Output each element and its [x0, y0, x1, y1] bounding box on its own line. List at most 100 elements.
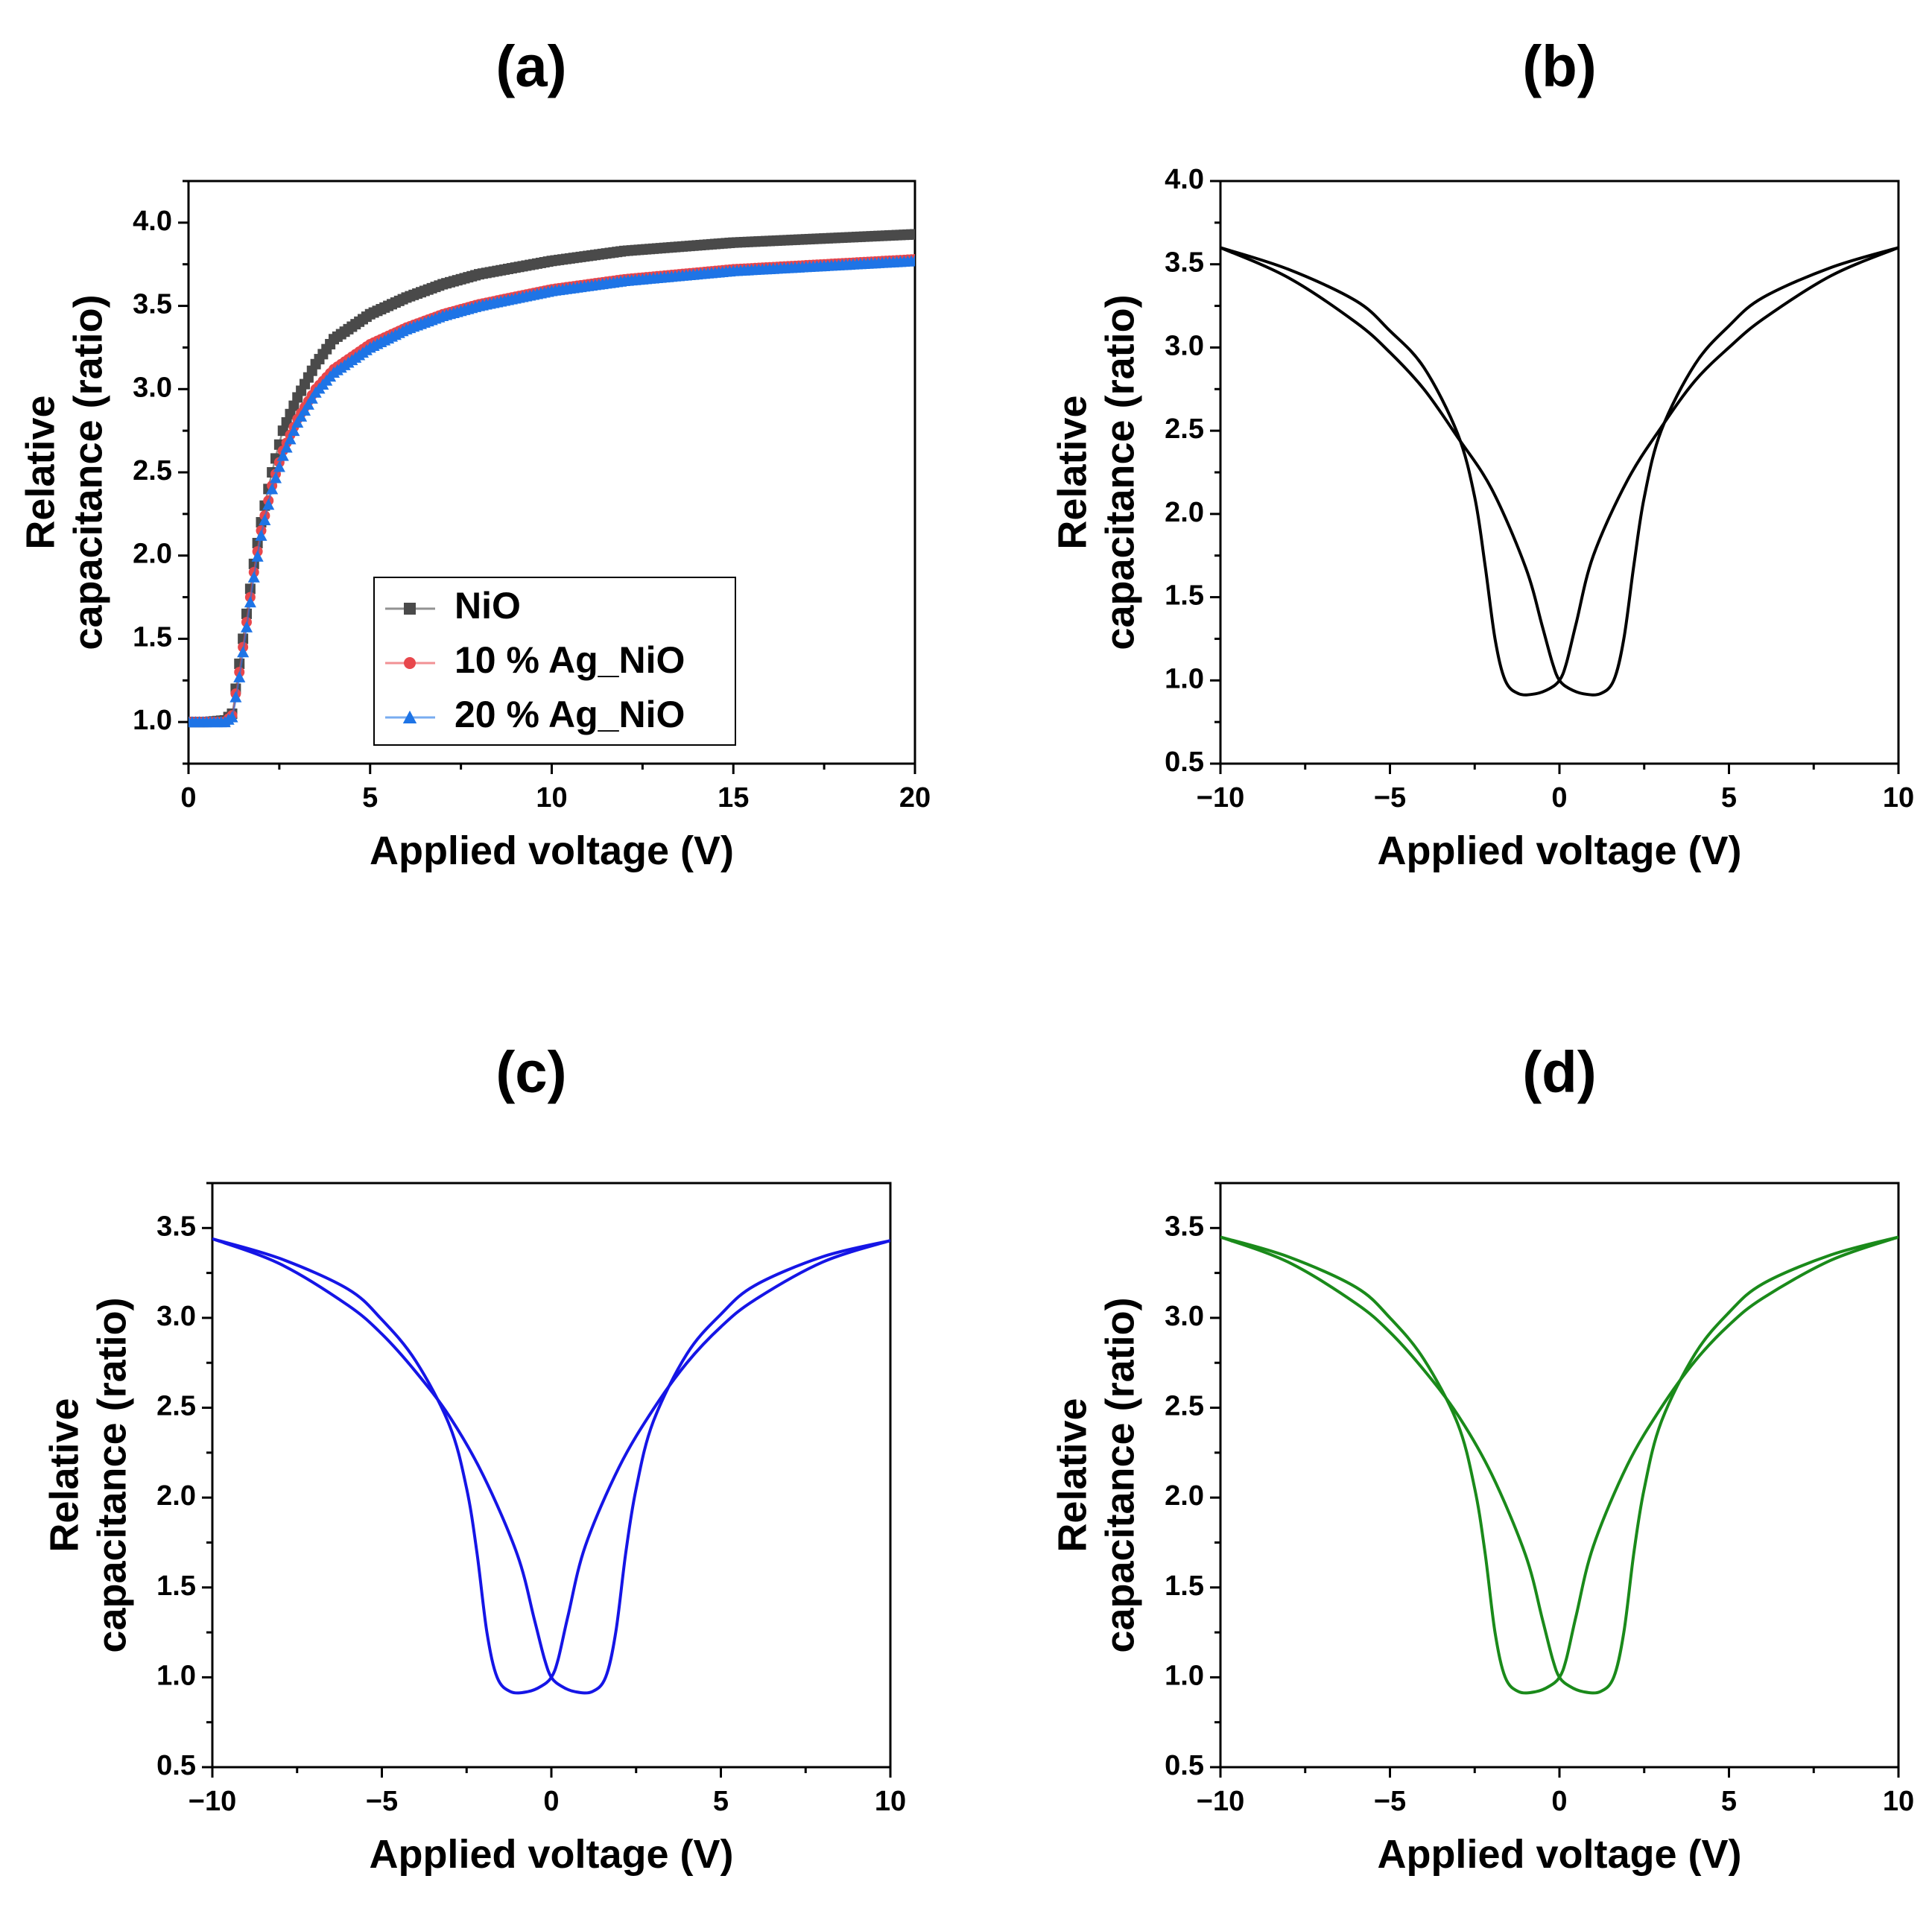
legend-marker [402, 710, 417, 723]
data-point [233, 671, 246, 682]
x-tick-label: 5 [362, 782, 378, 814]
y-tick-label: 0.5 [1165, 747, 1204, 778]
data-point [284, 433, 297, 445]
series-nio [189, 229, 915, 728]
panel-a: (a) 0 5 10 15 20 1.0 1.5 2.0 2.5 3.0 3.5 4.0 Applied … [18, 34, 931, 873]
plot-area [1220, 246, 1898, 697]
data-point [288, 425, 300, 437]
legend-marker [404, 657, 416, 669]
y-tick-label: 0.5 [1165, 1750, 1204, 1781]
y-tick-label: 2.5 [156, 1391, 196, 1422]
x-tick-label: 0 [180, 782, 196, 814]
x-tick-label: −10 [1197, 782, 1244, 814]
series-20-ag-nio [189, 255, 915, 728]
y-tick-label: 2.0 [1165, 497, 1204, 528]
y-tick-label: 3.0 [133, 372, 172, 403]
panel-label: (b) [1522, 34, 1597, 99]
curve-forward-sweep [212, 1237, 890, 1695]
data-point [237, 646, 250, 658]
y-axis-label: capacitance (ratio) [66, 294, 110, 650]
data-point [226, 711, 238, 723]
plot-frame [1219, 180, 1900, 765]
curve-forward-sweep [1220, 246, 1898, 697]
x-tick-label: 10 [875, 1786, 906, 1817]
y-tick-label: 0.5 [156, 1750, 196, 1781]
y-tick-label: 3.0 [1165, 1301, 1204, 1332]
legend-label: 20 % Ag_NiO [455, 694, 685, 735]
panel-b: (b) −10 −5 0 5 10 0.5 1.0 1.5 2.0 2.5 3.0 3.5 4.0 Appl… [1050, 34, 1914, 873]
y-tick-label: 1.0 [1165, 1660, 1204, 1691]
x-tick-label: 5 [713, 1786, 729, 1817]
data-point [229, 691, 242, 703]
data-point [295, 410, 308, 422]
y-tick-label: 1.5 [1165, 580, 1204, 612]
data-point [298, 404, 311, 416]
data-point [910, 229, 915, 240]
y-axis-label: capacitance (ratio) [1098, 294, 1142, 650]
y-tick-label: 1.5 [1165, 1570, 1204, 1602]
data-point [240, 621, 253, 633]
legend-label: 10 % Ag_NiO [455, 639, 685, 681]
y-axis-label: Relative [18, 395, 63, 549]
y-axis-label: capacitance (ratio) [1098, 1297, 1142, 1652]
y-tick-label: 1.0 [156, 1660, 196, 1691]
plot-area [189, 229, 915, 728]
y-tick-label: 2.0 [1165, 1480, 1204, 1512]
y-tick-label: 1.0 [1165, 663, 1204, 694]
y-axis-label: Relative [1050, 1398, 1095, 1552]
x-tick-label: −5 [366, 1786, 398, 1817]
data-point [305, 392, 318, 404]
x-tick-label: 0 [543, 1786, 559, 1817]
x-axis-label: Applied voltage (V) [369, 1832, 733, 1877]
x-tick-label: 10 [1883, 1786, 1914, 1817]
data-point [908, 255, 915, 267]
x-tick-label: −10 [189, 1786, 236, 1817]
x-tick-label: 10 [1883, 782, 1914, 814]
x-tick-label: 0 [1551, 1786, 1567, 1817]
data-point [285, 408, 296, 419]
panel-d: (d) −10 −5 0 5 10 0.5 1.0 1.5 2.0 2.5 3.0 3.5 Applied… [1050, 1039, 1914, 1877]
data-point [291, 416, 304, 428]
x-tick-label: 20 [899, 782, 931, 814]
data-point [280, 441, 293, 453]
x-tick-label: 0 [1551, 782, 1567, 814]
curve-reverse-sweep [1220, 246, 1898, 697]
y-tick-label: 3.5 [156, 1211, 196, 1242]
y-tick-label: 1.5 [156, 1570, 196, 1602]
x-axis-label: Applied voltage (V) [370, 828, 734, 873]
panel-label: (a) [495, 34, 566, 99]
y-tick-label: 3.0 [156, 1301, 196, 1332]
y-tick-label: 1.0 [133, 705, 172, 736]
x-tick-label: −10 [1197, 1786, 1244, 1817]
y-tick-label: 3.5 [133, 289, 172, 320]
x-tick-label: 5 [1721, 782, 1737, 814]
curve-forward-sweep [1220, 1235, 1898, 1695]
x-tick-label: 15 [718, 782, 749, 814]
x-tick-label: 10 [536, 782, 567, 814]
data-point [276, 449, 289, 461]
y-axis-label: Relative [42, 1398, 86, 1552]
y-tick-label: 4.0 [1165, 164, 1204, 195]
y-tick-label: 3.5 [1165, 247, 1204, 279]
legend-label: NiO [455, 585, 521, 627]
y-tick-label: 2.5 [1165, 1391, 1204, 1422]
plot-area [1220, 1235, 1898, 1695]
data-point [247, 571, 260, 583]
x-tick-label: −5 [1374, 782, 1406, 814]
panel-label: (c) [495, 1039, 566, 1105]
y-tick-label: 2.0 [156, 1480, 196, 1512]
data-point [288, 400, 300, 411]
data-point [269, 472, 282, 484]
x-axis-label: Applied voltage (V) [1377, 1832, 1741, 1877]
y-tick-label: 4.0 [133, 206, 172, 237]
panel-c: (c) −10 −5 0 5 10 0.5 1.0 1.5 2.0 2.5 3.0 3.5 Applied… [42, 1039, 906, 1877]
data-point [262, 498, 275, 510]
x-tick-label: 5 [1721, 1786, 1737, 1817]
data-point [273, 460, 285, 472]
data-point [244, 596, 256, 608]
data-point [251, 550, 264, 562]
curve-reverse-sweep [212, 1237, 890, 1695]
y-axis-label: capacitance (ratio) [89, 1297, 134, 1652]
plot-area [212, 1237, 890, 1695]
